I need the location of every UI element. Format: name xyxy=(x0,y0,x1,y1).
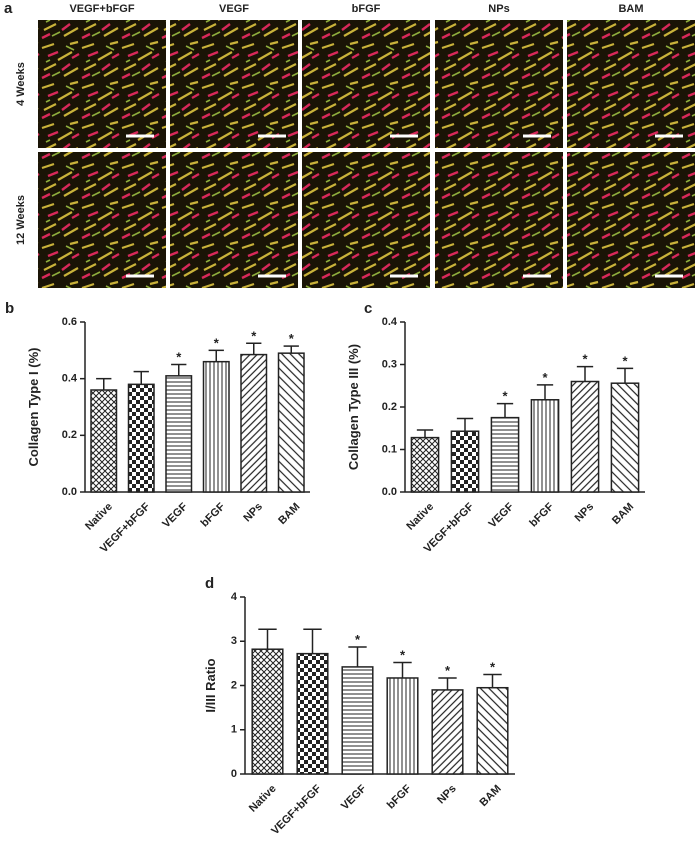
y-tick-label: 4 xyxy=(231,591,238,603)
bar xyxy=(90,389,118,493)
y-tick-label: 2 xyxy=(231,679,237,691)
significance-mark: * xyxy=(176,350,182,365)
micrograph xyxy=(302,20,430,148)
x-tick-label: Native xyxy=(83,501,115,533)
bar xyxy=(127,383,155,493)
bar xyxy=(240,353,268,493)
column-title: VEGF+bFGF xyxy=(69,3,134,15)
y-tick-label: 0 xyxy=(231,768,237,780)
x-tick-label: NPs xyxy=(241,501,265,525)
bar xyxy=(610,382,640,493)
panel-letter: c xyxy=(364,300,372,317)
y-tick-label: 0.0 xyxy=(62,486,77,498)
x-tick-label: bFGF xyxy=(527,501,556,530)
micrograph xyxy=(302,152,430,288)
x-tick-label: bFGF xyxy=(199,501,228,530)
row-title: 12 Weeks xyxy=(15,195,27,245)
y-tick-label: 0.6 xyxy=(62,316,77,328)
row-title: 4 Weeks xyxy=(15,62,27,106)
y-tick-label: 0.1 xyxy=(382,443,397,455)
bar xyxy=(341,666,374,775)
bar xyxy=(277,352,305,493)
y-axis-label: Collagen Type I (%) xyxy=(26,348,41,467)
bar xyxy=(490,416,520,493)
y-tick-label: 0.0 xyxy=(382,486,397,498)
x-tick-label: BAM xyxy=(610,501,636,527)
x-tick-label: Native xyxy=(404,501,436,533)
x-tick-label: bFGF xyxy=(385,783,414,812)
y-axis-label: Collagen Type III (%) xyxy=(346,344,361,470)
micrograph xyxy=(38,20,166,148)
x-tick-label: NPs xyxy=(435,783,459,807)
bar xyxy=(476,686,509,775)
significance-mark: * xyxy=(251,328,257,343)
x-tick-label: BAM xyxy=(478,783,504,809)
significance-mark: * xyxy=(542,370,548,385)
bar xyxy=(165,375,193,493)
micrograph xyxy=(435,20,563,148)
x-tick-label: BAM xyxy=(276,501,302,527)
significance-mark: * xyxy=(502,389,508,404)
panel-letter: a xyxy=(4,0,13,17)
bar xyxy=(202,360,230,493)
x-tick-label: VEGF xyxy=(487,501,517,531)
panel-letter: d xyxy=(205,575,214,592)
micrograph xyxy=(435,152,563,288)
bar xyxy=(530,399,560,493)
bar xyxy=(296,652,329,775)
significance-mark: * xyxy=(490,659,496,674)
micrograph xyxy=(567,20,695,148)
significance-mark: * xyxy=(445,663,451,678)
bar xyxy=(450,430,480,493)
x-tick-label: VEGF xyxy=(160,501,190,531)
column-title: bFGF xyxy=(352,3,381,15)
micrograph xyxy=(38,152,166,288)
bar xyxy=(431,689,464,775)
significance-mark: * xyxy=(289,331,295,346)
y-tick-label: 0.2 xyxy=(62,429,77,441)
y-axis-label: I/III Ratio xyxy=(203,658,218,712)
x-tick-label: Native xyxy=(247,783,279,815)
panel-letter: b xyxy=(5,300,14,317)
y-tick-label: 0.4 xyxy=(62,373,78,385)
y-tick-label: 0.3 xyxy=(382,358,397,370)
significance-mark: * xyxy=(214,335,220,350)
bar xyxy=(386,677,419,775)
bar xyxy=(570,380,600,493)
x-tick-label: VEGF xyxy=(339,783,369,813)
y-tick-label: 1 xyxy=(231,724,237,736)
bar xyxy=(251,648,284,775)
bar xyxy=(410,436,440,493)
x-tick-label: NPs xyxy=(573,501,597,525)
y-tick-label: 0.2 xyxy=(382,401,397,413)
y-tick-label: 3 xyxy=(231,635,237,647)
micrograph xyxy=(170,152,298,288)
column-title: NPs xyxy=(488,3,509,15)
significance-mark: * xyxy=(582,352,588,367)
micrograph xyxy=(170,20,298,148)
significance-mark: * xyxy=(622,353,628,368)
y-tick-label: 0.4 xyxy=(382,316,398,328)
significance-mark: * xyxy=(400,647,406,662)
micrograph xyxy=(567,152,695,288)
column-title: BAM xyxy=(618,3,643,15)
significance-mark: * xyxy=(355,632,361,647)
column-title: VEGF xyxy=(219,3,249,15)
